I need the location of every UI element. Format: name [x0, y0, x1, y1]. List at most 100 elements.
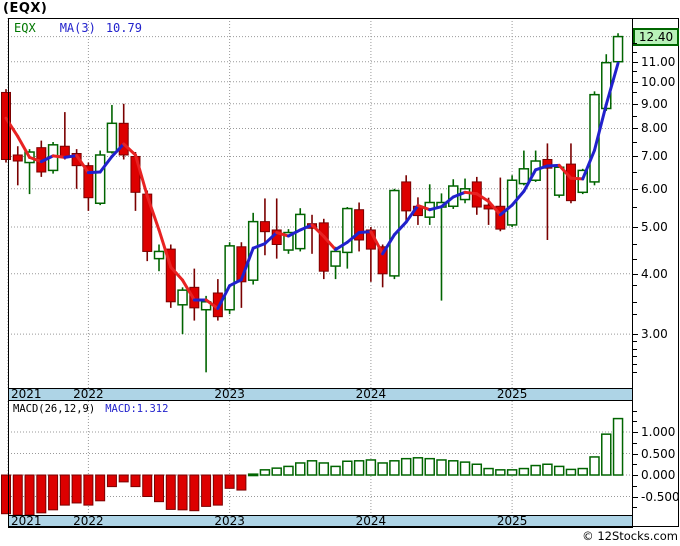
macd-bar-positive — [271, 467, 282, 476]
macd-bar-positive — [530, 464, 541, 476]
ma3-segment — [510, 189, 526, 207]
macd-tick — [633, 432, 638, 433]
axis-separator-line — [632, 18, 633, 527]
macd-bar-positive — [389, 460, 400, 476]
copyright-label: © 12Stocks.com — [582, 529, 678, 543]
price-minor-tick — [633, 302, 637, 303]
price-tick-label: 8.00 — [641, 121, 668, 135]
price-tick-label: 5.00 — [641, 220, 668, 234]
candle-down — [12, 154, 23, 162]
ma3-segment — [28, 155, 43, 164]
macd-bar-negative — [59, 474, 70, 506]
ma3-segment — [263, 231, 279, 246]
ma3-segment — [322, 234, 338, 252]
ma3-segment — [63, 154, 79, 159]
price-minor-tick — [633, 372, 637, 373]
candle-up — [330, 250, 341, 267]
price-minor-tick — [633, 349, 637, 350]
candle-down — [165, 248, 176, 303]
price-minor-tick — [633, 92, 637, 93]
x-axis-band-main: 2021 2022 2023 2024 2025 — [8, 388, 633, 401]
candle-down — [1, 91, 11, 160]
candle-down — [118, 122, 129, 156]
price-minor-tick — [633, 116, 637, 117]
macd-bar-positive — [365, 459, 377, 476]
year-label: 2021 — [11, 387, 42, 401]
macd-bar-positive — [542, 463, 553, 476]
macd-bar-negative — [142, 474, 153, 498]
year-label: 2023 — [214, 387, 245, 401]
ma3-segment — [122, 142, 137, 157]
candle-down — [565, 163, 576, 202]
ma3-segment — [4, 116, 20, 138]
price-tick-label: 3.00 — [641, 327, 668, 341]
macd-minor-tick — [633, 411, 637, 412]
ma-value: 10.79 — [105, 21, 142, 35]
price-tick — [633, 128, 638, 129]
macd-bar-negative — [130, 474, 141, 488]
macd-bar-positive — [283, 465, 294, 476]
macd-bar-positive — [306, 460, 318, 476]
macd-tick — [633, 497, 638, 498]
ma3-segment — [593, 102, 608, 152]
macd-bar-positive — [506, 469, 518, 476]
macd-bar-positive — [518, 467, 530, 476]
candle-up — [177, 289, 188, 306]
candle-down — [59, 145, 70, 157]
macd-minor-tick — [633, 464, 637, 465]
price-minor-tick — [633, 207, 637, 208]
ma3-segment — [404, 204, 420, 224]
macd-bar-positive — [553, 465, 565, 476]
macd-minor-tick — [633, 443, 637, 444]
ma3-segment — [357, 230, 373, 235]
price-minor-tick — [633, 52, 637, 53]
candle-up — [577, 169, 588, 194]
candle-down — [83, 165, 94, 199]
macd-bar-positive — [412, 457, 424, 476]
macd-bar-positive — [353, 460, 365, 476]
ma3-segment — [545, 163, 561, 168]
price-tick — [633, 189, 638, 190]
macd-bar-positive — [448, 460, 459, 476]
macd-bar-negative — [83, 474, 94, 506]
year-label: 2024 — [355, 387, 387, 401]
x-axis-band-macd: 2021 2022 2023 2024 2025 — [8, 515, 633, 528]
price-minor-tick — [633, 314, 637, 315]
price-minor-tick — [633, 244, 637, 245]
ma3-segment — [204, 298, 220, 310]
macd-minor-tick — [633, 421, 637, 422]
ma3-segment — [475, 192, 491, 203]
macd-bar-negative — [1, 474, 11, 515]
macd-bars — [1, 417, 624, 516]
macd-bar-positive — [459, 461, 471, 476]
ma3-segment — [169, 265, 185, 282]
price-tick-label: 10.00 — [641, 75, 676, 89]
macd-bar-negative — [48, 474, 59, 511]
ma3-segment — [110, 142, 126, 158]
macd-bar-negative — [95, 474, 106, 502]
ma3-segment — [181, 278, 196, 302]
macd-bar-negative — [165, 474, 176, 510]
last-price-badge: 12.40 — [633, 28, 679, 46]
ma3-line — [4, 61, 620, 310]
ma3-segment — [86, 170, 102, 175]
year-label: 2022 — [73, 514, 104, 528]
ma3-segment — [310, 223, 326, 238]
macd-tick-label: 1.000 — [641, 425, 676, 439]
ma3-segment — [251, 242, 267, 250]
macd-bar-negative — [224, 474, 235, 489]
ma3-segment — [534, 164, 549, 172]
ma3-segment — [463, 190, 479, 196]
candle-up — [106, 122, 118, 153]
ma-label: MA(3) — [59, 21, 96, 35]
ma3-segment — [298, 223, 314, 232]
macd-bar-positive — [295, 462, 306, 476]
price-minor-tick — [633, 142, 637, 143]
ma3-segment — [392, 220, 408, 237]
ma3-segment — [16, 134, 32, 159]
macd-bar-negative — [118, 474, 129, 483]
macd-bar-negative — [201, 474, 212, 507]
candle-up — [283, 231, 294, 251]
ma3-segment — [522, 168, 538, 193]
candle-down — [354, 209, 365, 241]
